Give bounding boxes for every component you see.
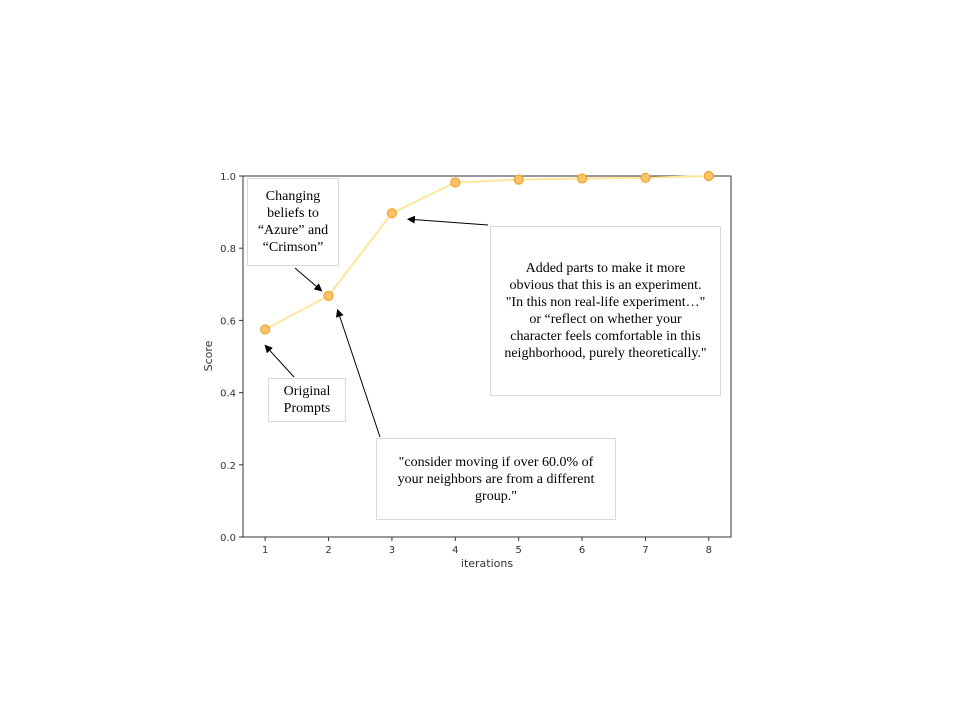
data-point [260, 324, 271, 335]
data-point [640, 172, 651, 183]
annotation-arrow [406, 215, 489, 226]
x-axis: 1 2 3 4 5 6 7 8 [262, 537, 712, 556]
annotation-consider-moving: "consider moving if over 60.0% of your n… [376, 438, 616, 520]
annotation-arrow [294, 267, 323, 292]
y-tick-label: 0.6 [220, 316, 236, 327]
y-tick-label: 0.4 [220, 389, 236, 400]
x-tick-label: 3 [389, 545, 395, 556]
y-tick-label: 0.8 [220, 244, 236, 255]
x-tick-label: 4 [452, 545, 458, 556]
y-tick-label: 0.2 [220, 461, 236, 472]
annotation-original-prompts: Original Prompts [268, 378, 346, 422]
y-tick-label: 1.0 [220, 172, 236, 183]
x-tick-label: 7 [642, 545, 648, 556]
y-axis-label: Score [202, 340, 215, 371]
annotation-arrow [264, 344, 295, 378]
data-point [386, 208, 398, 219]
y-axis: 0.0 0.2 0.4 0.6 0.8 1.0 [220, 172, 243, 544]
x-tick-label: 2 [325, 545, 331, 556]
x-tick-label: 6 [579, 545, 585, 556]
series-line-path [264, 175, 709, 331]
data-point [323, 290, 334, 301]
y-tick-label: 0.0 [220, 533, 236, 544]
annotation-experiment: Added parts to make it more obvious that… [490, 226, 721, 396]
series-line [260, 170, 714, 335]
data-point [703, 170, 714, 182]
x-axis-label: iterations [461, 557, 513, 570]
data-point [450, 177, 461, 188]
annotation-arrow [335, 308, 381, 438]
annotation-arrows [264, 215, 489, 438]
x-tick-label: 5 [516, 545, 522, 556]
data-point [513, 174, 524, 185]
data-point [576, 173, 588, 184]
x-tick-label: 1 [262, 545, 268, 556]
x-tick-label: 8 [706, 545, 712, 556]
annotation-changing-beliefs: Changing beliefs to “Azure” and “Crimson… [247, 178, 339, 266]
